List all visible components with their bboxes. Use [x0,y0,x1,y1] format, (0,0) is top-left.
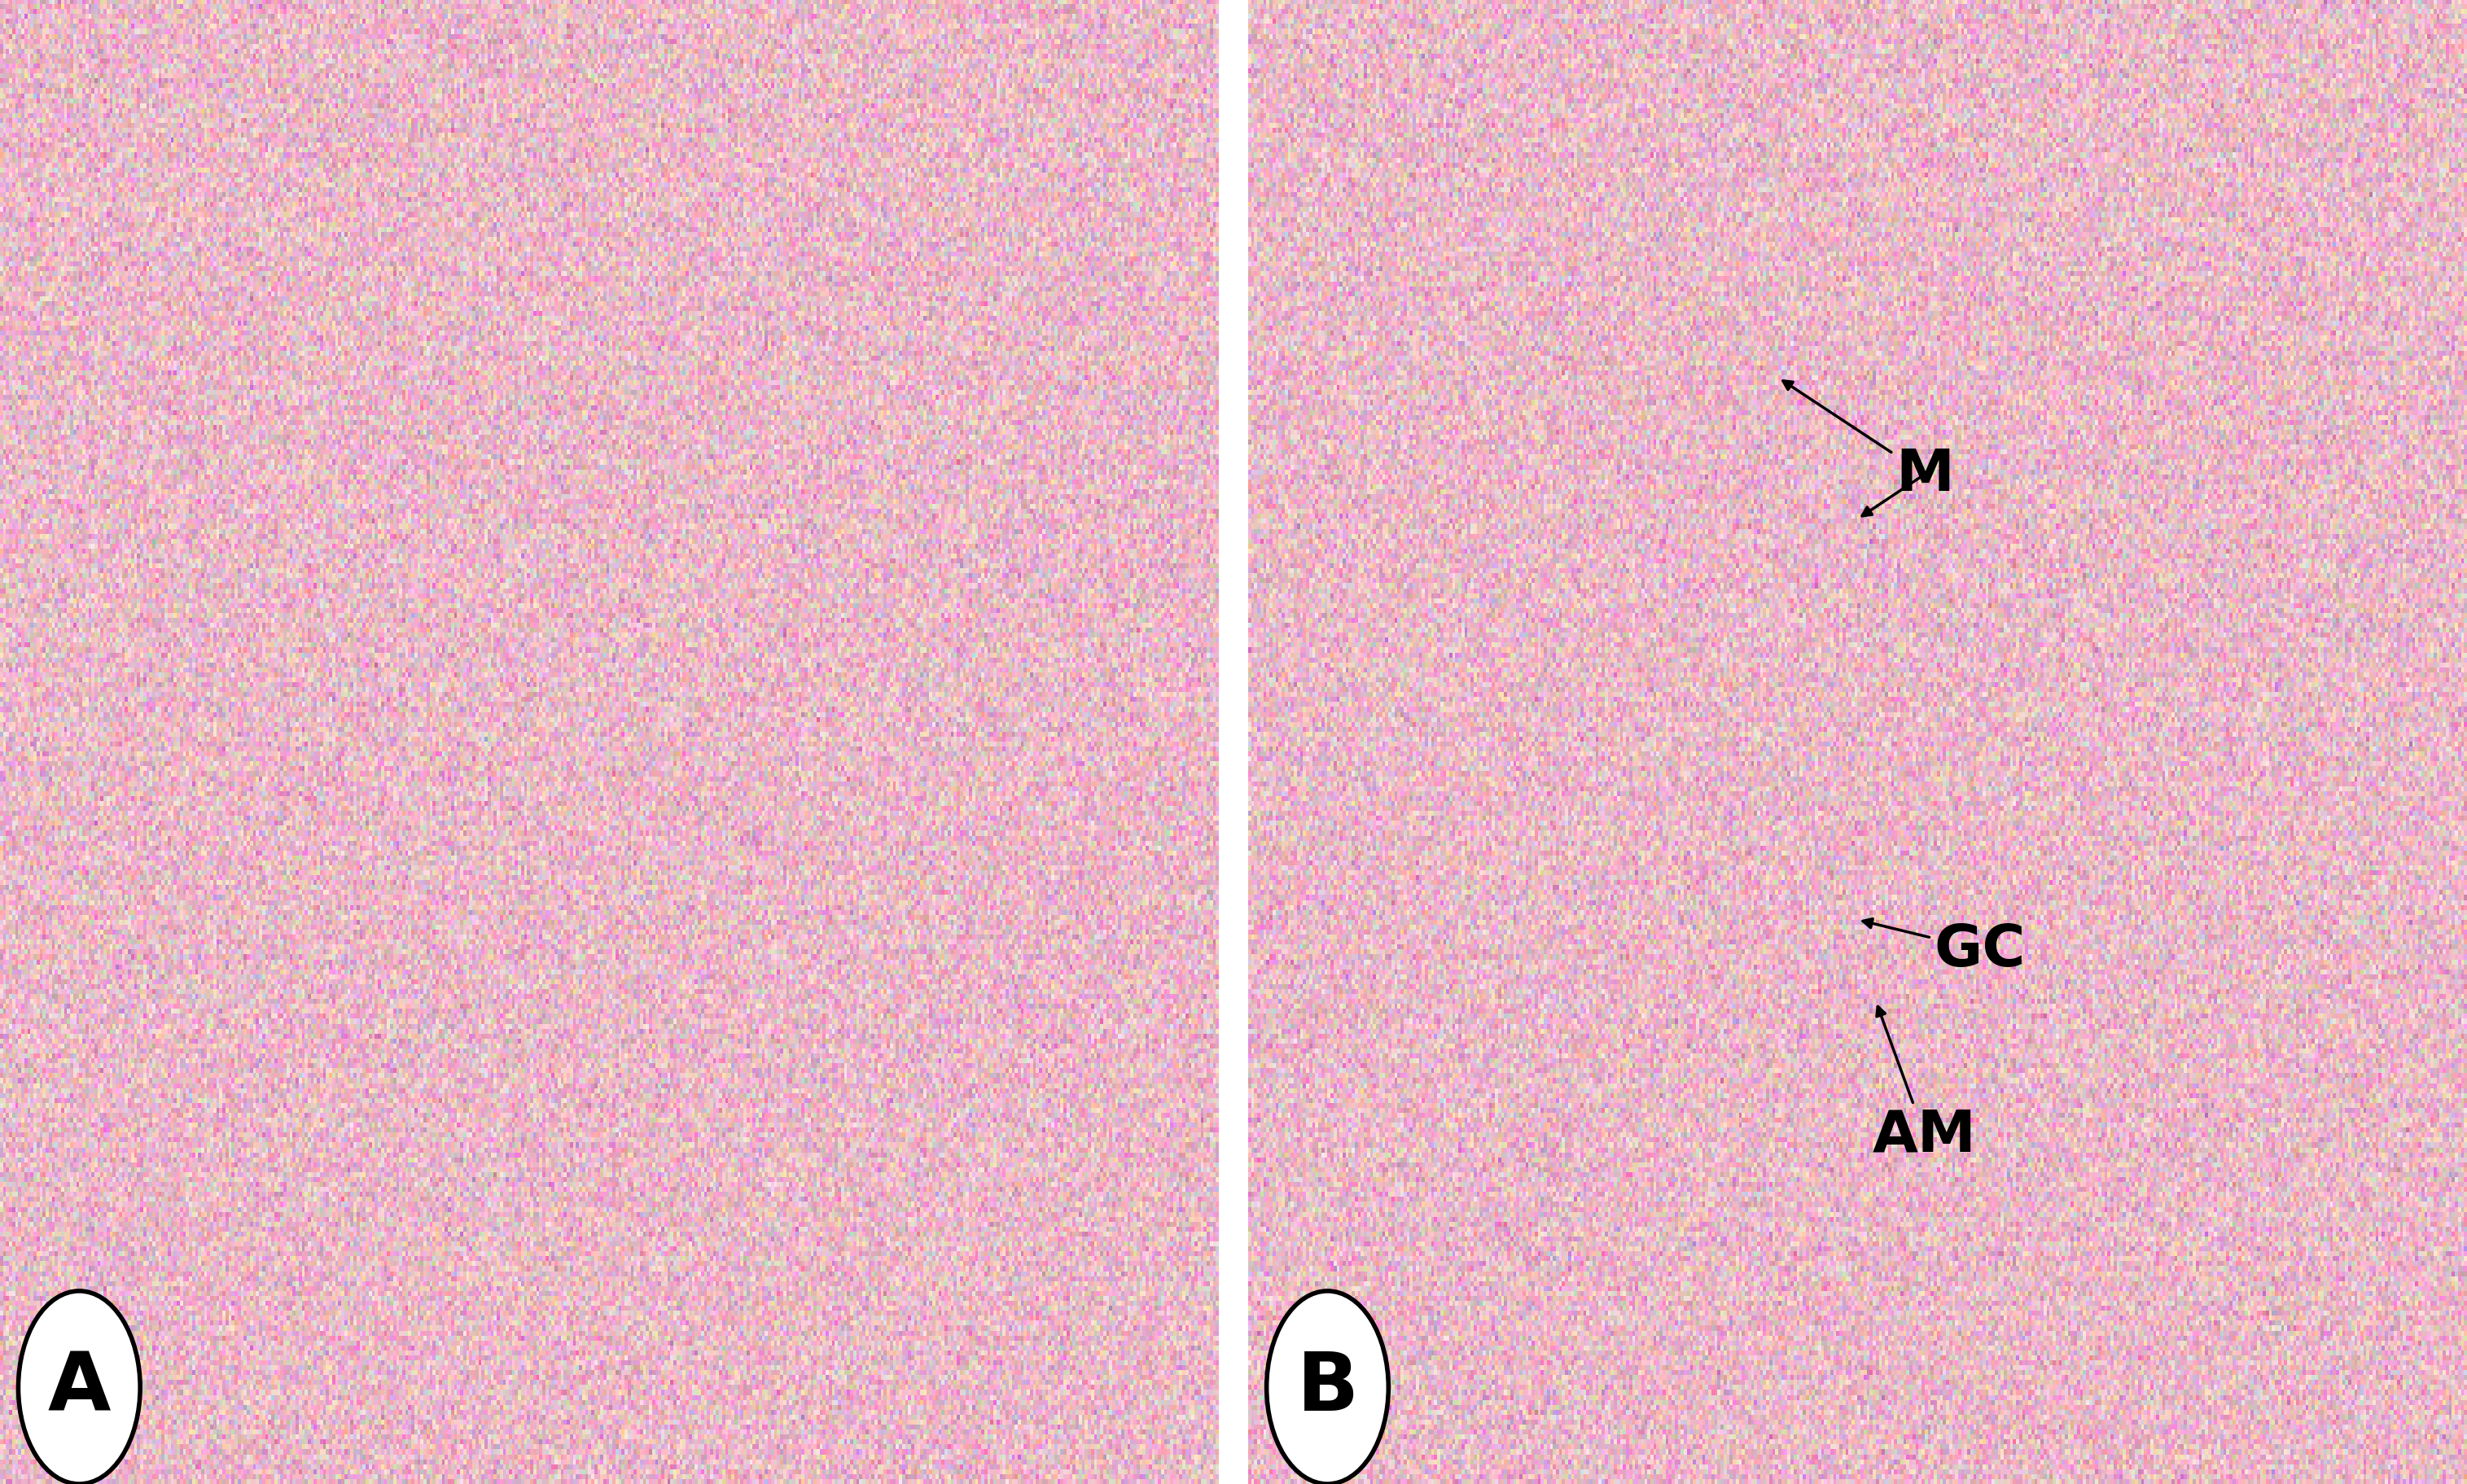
Text: M: M [1784,381,1954,503]
Text: AM: AM [1872,1006,1976,1163]
Ellipse shape [1266,1291,1389,1484]
Text: GC: GC [1863,919,2025,978]
Text: A: A [47,1347,111,1428]
Ellipse shape [17,1291,141,1484]
Text: B: B [1298,1347,1359,1428]
